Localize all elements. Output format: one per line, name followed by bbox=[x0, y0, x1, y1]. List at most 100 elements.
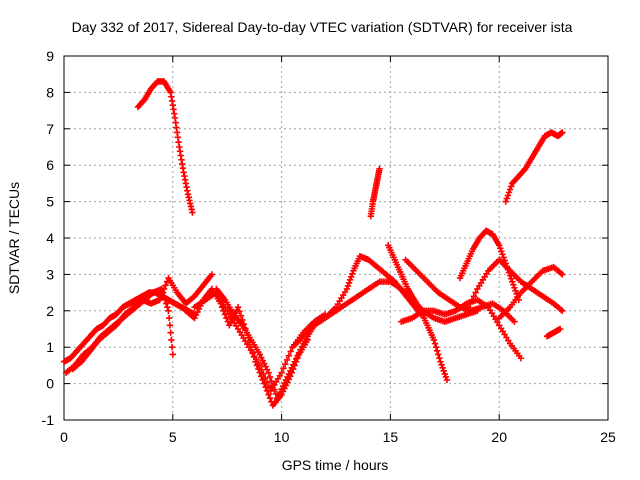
data-point bbox=[502, 198, 509, 205]
data-point bbox=[285, 352, 293, 359]
data-point bbox=[466, 300, 474, 307]
data-point bbox=[256, 362, 264, 369]
data-point bbox=[258, 366, 265, 373]
data-point bbox=[510, 281, 517, 288]
data-point bbox=[208, 271, 216, 278]
data-point bbox=[348, 273, 355, 281]
series-arc18 bbox=[543, 325, 564, 340]
data-point bbox=[344, 282, 352, 290]
series-arc3 bbox=[69, 271, 216, 373]
data-point bbox=[164, 303, 171, 311]
data-point bbox=[223, 314, 230, 322]
data-point bbox=[265, 383, 273, 390]
x-tick-label: 15 bbox=[383, 429, 399, 445]
data-point bbox=[498, 248, 505, 255]
data-point bbox=[234, 303, 242, 311]
axis-ticks bbox=[63, 55, 609, 421]
data-point bbox=[265, 369, 272, 376]
data-point bbox=[349, 270, 356, 277]
data-point bbox=[497, 245, 504, 252]
x-tick-label: 25 bbox=[600, 429, 616, 445]
chart-grid bbox=[64, 56, 608, 420]
data-point bbox=[559, 271, 566, 278]
data-point bbox=[189, 209, 196, 216]
data-point bbox=[472, 289, 479, 296]
data-point bbox=[432, 344, 440, 351]
data-point bbox=[511, 284, 518, 291]
data-point bbox=[430, 336, 438, 344]
x-tick-label: 10 bbox=[274, 429, 290, 445]
data-point bbox=[512, 287, 519, 294]
data-point bbox=[157, 293, 165, 300]
x-tick-label: 0 bbox=[60, 429, 68, 445]
y-tick-label: 6 bbox=[46, 157, 54, 173]
data-point bbox=[500, 254, 507, 261]
data-point bbox=[237, 312, 245, 319]
data-point bbox=[556, 325, 564, 333]
data-point bbox=[266, 394, 274, 402]
data-point bbox=[509, 278, 516, 285]
data-point bbox=[507, 275, 515, 282]
series-arc16 bbox=[496, 263, 566, 322]
data-point bbox=[160, 285, 168, 293]
data-point bbox=[271, 386, 278, 393]
data-point bbox=[345, 279, 353, 287]
series-arc14 bbox=[456, 227, 522, 304]
data-point bbox=[236, 308, 243, 315]
y-tick-label: 3 bbox=[46, 266, 54, 282]
data-point bbox=[437, 358, 444, 365]
data-point bbox=[441, 370, 448, 378]
data-point bbox=[161, 296, 169, 304]
x-tick-label: 5 bbox=[169, 429, 177, 445]
data-point bbox=[443, 376, 451, 384]
data-point bbox=[504, 192, 512, 199]
data-point bbox=[166, 322, 174, 329]
data-point bbox=[169, 351, 176, 358]
y-tick-label: 8 bbox=[46, 84, 54, 100]
y-tick-label: 2 bbox=[46, 303, 54, 319]
data-point bbox=[559, 307, 566, 314]
data-point bbox=[287, 348, 294, 355]
y-tick-label: 9 bbox=[46, 48, 54, 64]
series-arc9 bbox=[321, 253, 425, 322]
data-point bbox=[442, 373, 450, 381]
data-point bbox=[343, 285, 351, 293]
x-tick-labels: 0 5 10 15 20 25 bbox=[60, 429, 616, 445]
data-point bbox=[505, 189, 513, 196]
data-point bbox=[262, 374, 269, 382]
data-point bbox=[517, 354, 525, 362]
data-point bbox=[156, 296, 163, 304]
x-axis-label: GPS time / hours bbox=[282, 457, 389, 473]
series-arc10 bbox=[367, 165, 383, 220]
data-point bbox=[162, 282, 169, 289]
data-point bbox=[465, 303, 472, 311]
data-point bbox=[282, 360, 289, 368]
data-point bbox=[376, 165, 383, 173]
data-point bbox=[470, 293, 478, 300]
data-points bbox=[60, 78, 566, 409]
data-point bbox=[499, 251, 506, 258]
data-point bbox=[463, 307, 470, 314]
series-arc4 bbox=[134, 78, 196, 216]
data-point bbox=[280, 365, 287, 372]
y-tick-label: 1 bbox=[46, 339, 54, 355]
data-point bbox=[269, 382, 277, 389]
data-point bbox=[559, 129, 566, 136]
series-arc17 bbox=[502, 129, 566, 205]
chart-title: Day 332 of 2017, Sidereal Day-to-day VTE… bbox=[72, 19, 573, 35]
data-point bbox=[503, 195, 511, 202]
data-point bbox=[260, 370, 267, 378]
data-point bbox=[263, 379, 271, 386]
data-point bbox=[506, 186, 514, 193]
y-tick-label: 4 bbox=[46, 230, 54, 246]
data-point bbox=[431, 340, 439, 347]
data-point bbox=[163, 300, 170, 307]
data-point bbox=[165, 307, 172, 314]
data-point bbox=[439, 364, 446, 372]
y-tick-labels: -1 0 1 2 3 4 5 6 7 8 9 bbox=[42, 48, 55, 428]
y-tick-label: 0 bbox=[46, 376, 54, 392]
data-point bbox=[438, 361, 445, 368]
data-point bbox=[511, 318, 518, 325]
data-point bbox=[168, 344, 176, 351]
